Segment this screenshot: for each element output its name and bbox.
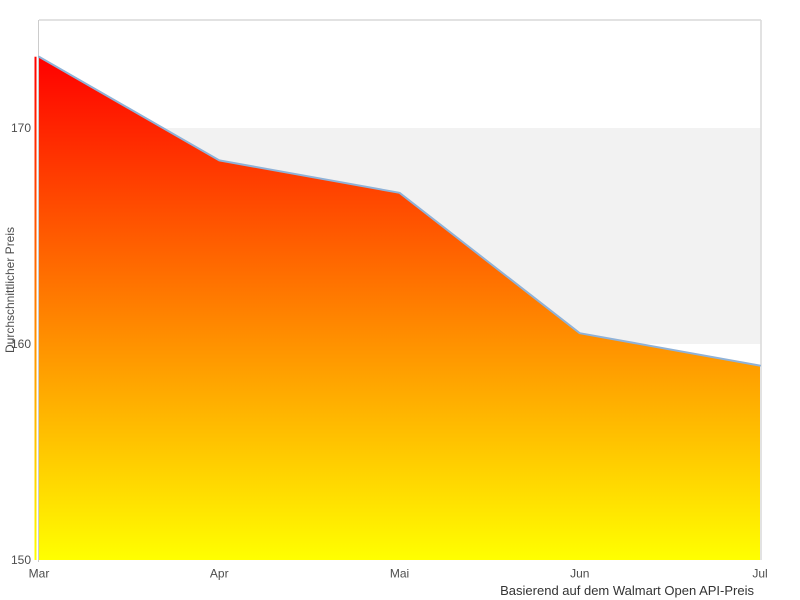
y-tick-label: 160 — [11, 337, 31, 351]
series-line — [38, 55, 761, 367]
area-left-edge — [34, 56, 37, 560]
y-tick-label: 170 — [11, 121, 31, 135]
y-tick-label: 150 — [11, 553, 31, 567]
y-axis-tick-labels: 150 160 170 — [11, 121, 31, 567]
x-tick-label: Jul — [752, 567, 767, 581]
y-axis-title: Durchschnittlicher Preis — [3, 227, 17, 353]
series-area-fill — [39, 56, 760, 560]
x-tick-label: Mai — [390, 567, 409, 581]
x-tick-label: Apr — [210, 567, 229, 581]
x-axis-tick-labels: Mar Apr Mai Jun Jul — [29, 567, 768, 581]
x-tick-label: Jun — [570, 567, 589, 581]
chart-caption: Basierend auf dem Walmart Open API-Preis — [500, 583, 754, 598]
x-tick-label: Mar — [29, 567, 50, 581]
